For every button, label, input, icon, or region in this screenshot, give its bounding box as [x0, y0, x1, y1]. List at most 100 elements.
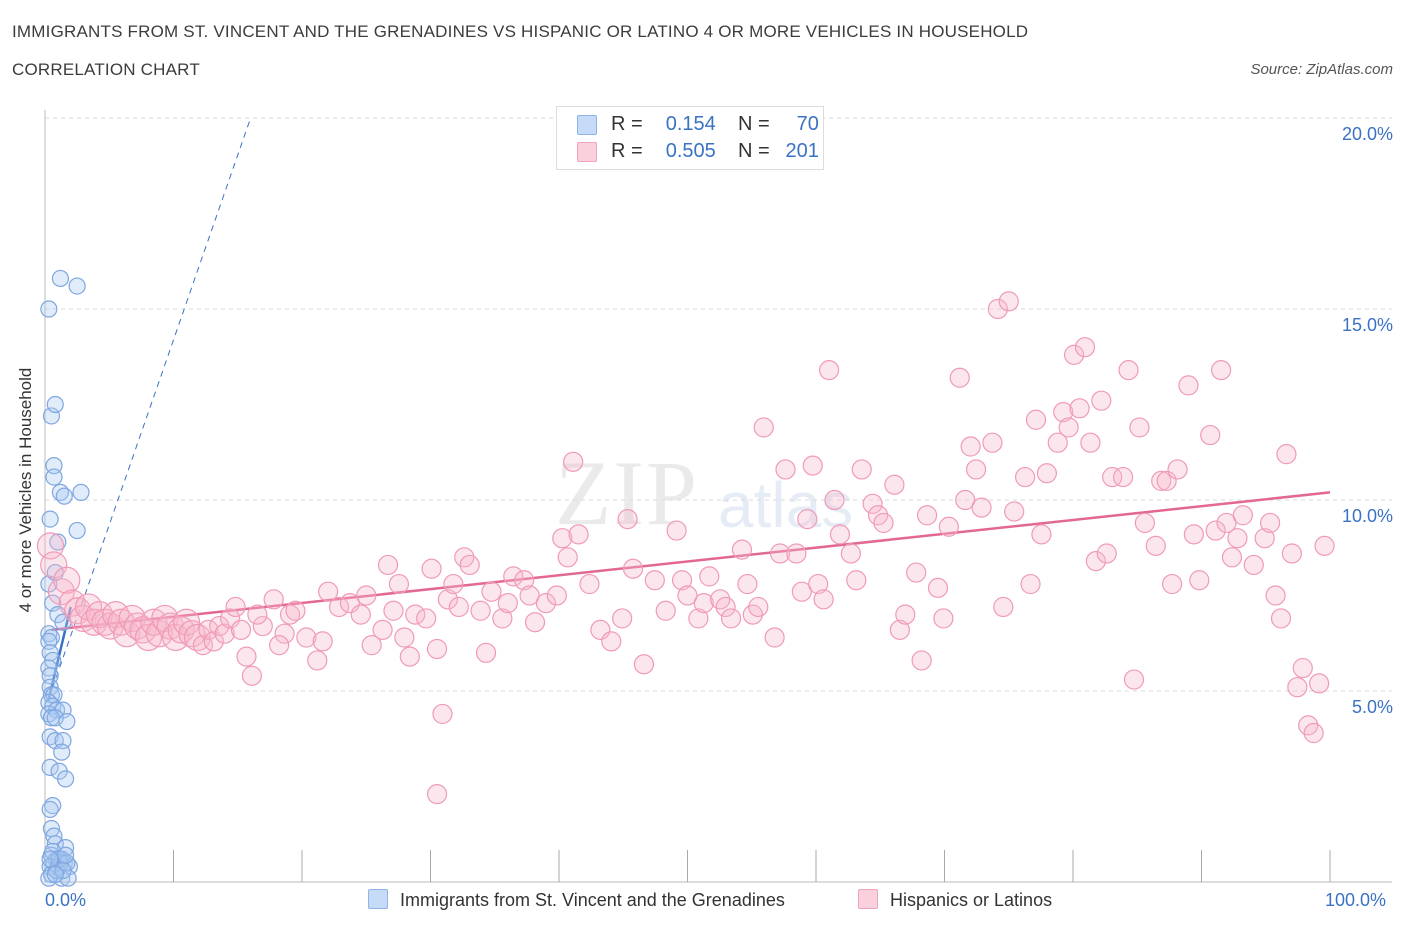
pink-point	[829, 524, 851, 545]
pink-point	[933, 608, 954, 629]
pink-point	[949, 367, 970, 388]
pink-point	[1085, 551, 1106, 572]
pink-point	[1216, 512, 1237, 534]
pink-point	[1058, 417, 1079, 438]
pink-point	[1243, 554, 1264, 576]
pink-point	[492, 608, 513, 629]
pink-point	[241, 665, 263, 686]
pink-point	[230, 619, 252, 640]
pink-point	[85, 600, 114, 629]
pink-point	[764, 627, 785, 648]
pink-point	[715, 596, 736, 618]
pink-point	[426, 784, 448, 805]
pink-point	[906, 562, 927, 583]
pink-point	[1063, 344, 1085, 365]
pink-point	[911, 650, 932, 671]
pink-point	[503, 566, 524, 587]
r-value: 0.505	[665, 140, 716, 162]
pink-point	[225, 596, 246, 618]
blue-trend-extension	[48, 117, 252, 699]
legend-label: Immigrants from St. Vincent and the Gren…	[400, 890, 785, 910]
pink-point	[993, 596, 1014, 618]
y-tick-label-5: 5.0%	[1351, 697, 1393, 717]
pink-point	[769, 543, 791, 564]
bottom-legend-blue: Immigrants from St. Vincent and the Gren…	[368, 889, 785, 911]
pink-point	[731, 539, 753, 560]
n-value: 70	[796, 113, 819, 135]
pink-point	[269, 635, 290, 656]
pink-point	[252, 615, 273, 637]
pink-point	[552, 528, 573, 549]
pink-point	[965, 459, 987, 480]
pink-point	[1292, 657, 1313, 679]
pink-point	[475, 642, 497, 663]
pink-point	[1020, 573, 1041, 595]
blue-point	[51, 269, 70, 288]
pink-point	[296, 627, 317, 648]
pink-point	[123, 612, 152, 640]
pink-point	[1265, 585, 1286, 606]
blue-point	[46, 865, 64, 883]
pink-point	[1254, 528, 1275, 549]
blue-point	[40, 300, 58, 318]
pink-point	[1091, 390, 1112, 411]
pink-point	[840, 543, 861, 564]
pink-point	[198, 619, 219, 640]
r-label: R =	[611, 113, 643, 135]
pink-point	[214, 623, 235, 644]
pink-point	[1134, 512, 1155, 534]
blue-point	[68, 277, 86, 295]
pink-point	[802, 455, 823, 476]
pink-point	[394, 627, 415, 648]
pink-point	[1161, 573, 1183, 595]
pink-point	[808, 573, 829, 595]
pink-point	[1014, 466, 1036, 488]
pink-point	[192, 635, 214, 656]
pink-point	[1205, 520, 1226, 541]
pink-point	[1031, 524, 1052, 545]
pink-point	[1102, 466, 1123, 488]
pink-point	[1004, 501, 1025, 522]
r-label: R =	[611, 140, 643, 162]
pink-point	[775, 459, 796, 480]
pink-point	[167, 616, 195, 644]
x-tick-label-100: 100.0%	[1325, 890, 1387, 910]
pink-point	[998, 291, 1019, 312]
source-label: Source: ZipAtlas.com	[1250, 61, 1393, 78]
watermark-atlas: atlas	[718, 469, 854, 541]
pink-point	[53, 566, 81, 594]
pink-point	[982, 432, 1003, 453]
pink-point	[535, 593, 557, 614]
n-label: N =	[738, 140, 770, 162]
bottom-legend-pink: Hispanics or Latinos	[858, 889, 1052, 911]
pink-point	[1314, 535, 1335, 556]
pink-point	[443, 573, 464, 595]
pink-point	[470, 600, 491, 621]
pink-point	[557, 547, 578, 568]
pink-point	[1096, 543, 1117, 564]
pink-point	[1145, 535, 1166, 556]
pink-point	[80, 608, 108, 636]
pink-point	[737, 573, 758, 595]
pink-point	[644, 570, 665, 591]
pink-point	[617, 508, 638, 530]
pink-point	[307, 650, 328, 671]
blue-point	[58, 712, 76, 731]
pink-point	[568, 524, 589, 545]
pink-point	[274, 623, 295, 644]
legend-swatch-pink	[577, 141, 597, 162]
pink-point	[1118, 360, 1139, 381]
x-tick-label-0: 0.0%	[45, 890, 87, 910]
pink-point	[162, 623, 190, 652]
pink-point	[824, 489, 845, 511]
pink-point	[889, 619, 910, 640]
pink-point	[1303, 722, 1324, 744]
pink-point	[1178, 375, 1199, 396]
pink-point	[916, 505, 938, 526]
pink-point	[350, 604, 371, 625]
pink-point	[203, 631, 224, 652]
pink-point	[399, 646, 420, 667]
gridlines	[45, 117, 1392, 692]
pink-point	[622, 558, 644, 579]
pink-point	[1025, 409, 1047, 430]
